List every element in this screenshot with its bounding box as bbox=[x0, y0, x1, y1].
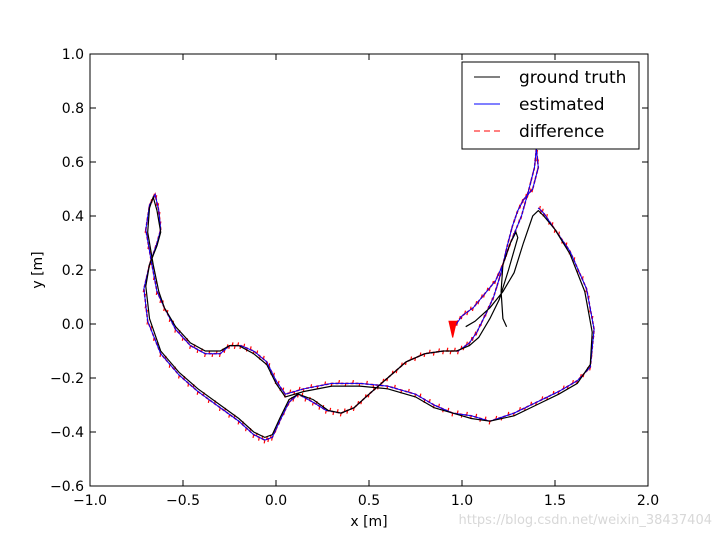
y-tick-label: 0.4 bbox=[62, 209, 84, 225]
difference-segment bbox=[211, 353, 214, 358]
start-marker bbox=[448, 320, 458, 338]
difference-segment bbox=[196, 349, 199, 354]
series-layer bbox=[142, 148, 595, 444]
legend: ground truth estimated difference bbox=[461, 61, 640, 150]
y-tick-label: −0.2 bbox=[50, 371, 84, 387]
difference-segment bbox=[263, 439, 266, 444]
difference-segment bbox=[207, 399, 210, 403]
difference-segment bbox=[311, 402, 314, 406]
x-tick-label: 2.0 bbox=[637, 493, 659, 509]
y-tick-label: 1.0 bbox=[62, 47, 84, 63]
legend-label-estimated: estimated bbox=[519, 95, 605, 115]
tick-layer: −1.0 −0.5 0.0 0.5 1.0 1.5 2.0 −0.6 −0.4 −0.2 0.0 0.… bbox=[50, 47, 659, 509]
y-tick-label: −0.6 bbox=[50, 479, 84, 495]
watermark: https://blog.csdn.net/weixin_38437404 bbox=[458, 513, 712, 528]
difference-segment bbox=[189, 345, 192, 349]
difference-segment bbox=[228, 414, 231, 418]
difference-segment bbox=[338, 380, 341, 384]
legend-label-difference: difference bbox=[519, 122, 604, 142]
difference-segment bbox=[218, 407, 221, 412]
x-tick-label: 0.0 bbox=[265, 493, 287, 509]
x-axis-label: x [m] bbox=[350, 514, 387, 530]
difference-segment bbox=[324, 381, 327, 385]
x-tick-label: −1.0 bbox=[73, 493, 107, 509]
difference-segments bbox=[142, 148, 595, 444]
series-estimated-line bbox=[143, 148, 595, 441]
y-tick-label: 0.0 bbox=[62, 317, 84, 333]
difference-segment bbox=[243, 343, 246, 348]
x-tick-label: 1.0 bbox=[451, 493, 473, 509]
x-tick-label: −0.5 bbox=[166, 493, 200, 509]
y-tick-label: 0.2 bbox=[62, 263, 84, 279]
y-tick-label: −0.4 bbox=[50, 425, 84, 441]
y-tick-label: 0.6 bbox=[62, 155, 84, 171]
x-tick-label: 1.5 bbox=[544, 493, 566, 509]
difference-segment bbox=[324, 410, 327, 414]
legend-label-ground-truth: ground truth bbox=[519, 68, 626, 88]
y-axis-label: y [m] bbox=[30, 251, 46, 288]
x-tick-label: 0.5 bbox=[358, 493, 380, 509]
y-tick-label: 0.8 bbox=[62, 101, 84, 117]
difference-segment bbox=[407, 388, 410, 393]
series-ground-truth-line bbox=[145, 195, 593, 439]
difference-segment bbox=[393, 384, 396, 389]
